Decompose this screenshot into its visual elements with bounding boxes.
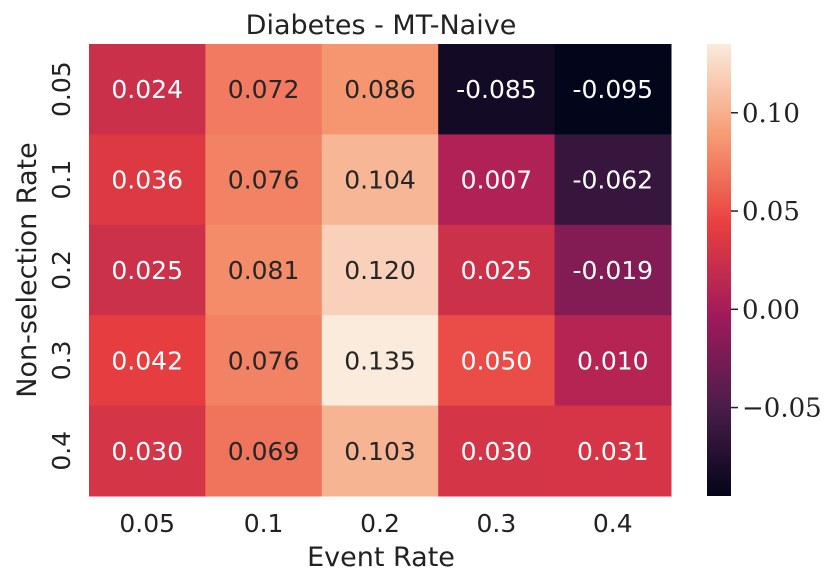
heatmap-cell [321,405,439,497]
heatmap-cell [89,405,206,497]
cell-label: 0.030 [111,437,183,466]
heatmap-cell [89,134,206,226]
heatmap-cell [438,405,556,497]
cell-label: -0.062 [573,166,654,195]
y-tick-label: 0.1 [47,160,76,200]
cell-label: 0.104 [344,166,416,195]
y-tick-label: 0.3 [47,341,76,381]
heatmap-cell [205,405,323,497]
heatmap-cell [438,224,556,316]
cell-label: 0.050 [461,346,533,375]
heatmap-cells: 0.024 0.072 0.086 -0.085 -0.095 0.036 0.076 0.1… [89,44,672,497]
cell-label: 0.042 [111,346,183,375]
cell-label: 0.025 [111,256,183,285]
cell-label: 0.072 [228,75,300,104]
y-tick-label: 0.4 [47,431,76,471]
x-tick-label: 0.4 [593,509,633,538]
heatmap-cell [321,44,439,135]
x-tick-label: 0.1 [244,509,284,538]
heatmap-cell [554,134,672,226]
cell-label: -0.085 [456,75,537,104]
cell-label: -0.095 [573,75,654,104]
cell-label: 0.076 [228,166,300,195]
cell-label: 0.024 [111,75,183,104]
cell-label: 0.007 [461,166,533,195]
x-tick-label: 0.2 [360,509,400,538]
heatmap-cell [205,44,323,135]
y-tick-label: 0.05 [47,61,76,117]
cell-label: 0.030 [461,437,533,466]
y-axis-ticks: 0.05 0.1 0.2 0.3 0.4 [47,61,76,470]
heatmap-cell [438,134,556,226]
x-axis-ticks: 0.05 0.1 0.2 0.3 0.4 [119,509,632,538]
heatmap-cell [205,315,323,407]
cell-label: 0.103 [344,437,416,466]
heatmap-cell [89,44,206,135]
heatmap-cell [89,315,206,407]
colorbar-ticks: 0.10 0.05 0.00 −0.05 [731,99,822,424]
heatmap-cell [321,134,439,226]
cell-label: 0.120 [344,256,416,285]
cell-label: 0.031 [577,437,649,466]
cell-label: 0.025 [461,256,533,285]
cell-label: 0.069 [228,437,300,466]
x-tick-label: 0.05 [119,509,175,538]
colorbar-tick-label: 0.00 [742,295,800,325]
cell-label: 0.086 [344,75,416,104]
heatmap-cell [321,315,439,407]
heatmap-cell [321,224,439,316]
heatmap-cell [554,44,672,135]
colorbar-tick-label: −0.05 [742,394,822,424]
heatmap-cell [554,405,672,497]
heatmap-cell [554,315,672,407]
heatmap-cell [205,134,323,226]
heatmap-cell [205,224,323,316]
colorbar-tick-label: 0.10 [742,99,800,129]
chart-title: Diabetes - MT-Naive [246,10,517,41]
cell-label: 0.076 [228,346,300,375]
y-tick-label: 0.2 [47,250,76,290]
heatmap-cell [438,315,556,407]
heatmap-cell [438,44,556,135]
colorbar [707,44,731,496]
heatmap-cell [554,224,672,316]
cell-label: 0.010 [577,346,649,375]
heatmap-cell [89,224,206,316]
cell-label: 0.081 [228,256,300,285]
cell-label: 0.036 [111,166,183,195]
x-tick-label: 0.3 [477,509,517,538]
cell-label: -0.019 [573,256,654,285]
colorbar-tick-label: 0.05 [742,197,800,227]
x-axis-label: Event Rate [307,542,455,573]
cell-label: 0.135 [344,346,416,375]
y-axis-label: Non-selection Rate [12,142,43,397]
